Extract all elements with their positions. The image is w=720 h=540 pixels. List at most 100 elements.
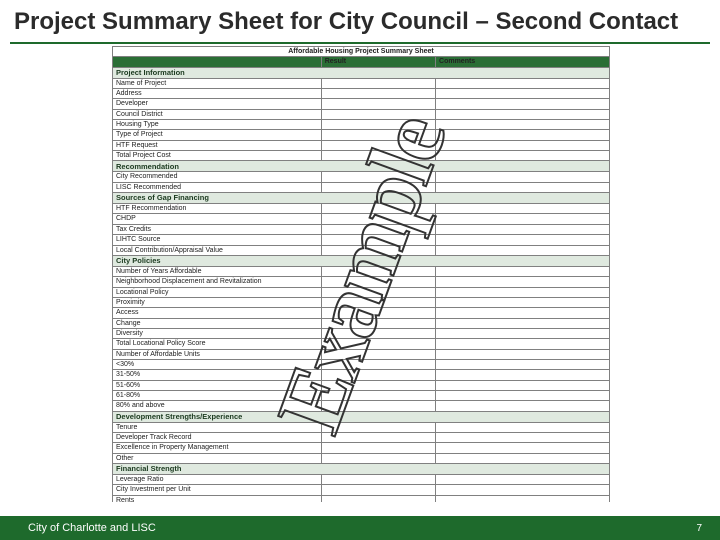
row-result bbox=[321, 328, 435, 338]
row-label: 51-60% bbox=[113, 380, 322, 390]
row-result bbox=[321, 120, 435, 130]
table-row: Locational Policy bbox=[113, 287, 610, 297]
summary-sheet-table: Affordable Housing Project Summary Sheet… bbox=[112, 46, 610, 502]
row-comment bbox=[436, 380, 610, 390]
row-comment bbox=[436, 287, 610, 297]
row-result bbox=[321, 297, 435, 307]
doc-title-row: Affordable Housing Project Summary Sheet bbox=[113, 47, 610, 57]
row-result bbox=[321, 475, 435, 485]
row-label: 61-80% bbox=[113, 390, 322, 400]
row-result bbox=[321, 308, 435, 318]
footer-left: City of Charlotte and LISC bbox=[28, 522, 156, 534]
row-label: Total Locational Policy Score bbox=[113, 339, 322, 349]
row-label: Neighborhood Displacement and Revitaliza… bbox=[113, 277, 322, 287]
row-comment bbox=[436, 130, 610, 140]
row-result bbox=[321, 339, 435, 349]
row-comment bbox=[436, 328, 610, 338]
row-label: HTF Request bbox=[113, 140, 322, 150]
section-row: Project Information bbox=[113, 67, 610, 78]
row-label: Name of Project bbox=[113, 78, 322, 88]
row-label: LISC Recommended bbox=[113, 182, 322, 192]
row-label: Developer bbox=[113, 99, 322, 109]
table-row: Change bbox=[113, 318, 610, 328]
row-comment bbox=[436, 495, 610, 502]
row-label: CHDP bbox=[113, 214, 322, 224]
table-row: Excellence in Property Management bbox=[113, 443, 610, 453]
slide-title: Project Summary Sheet for City Council –… bbox=[0, 0, 720, 42]
row-result bbox=[321, 182, 435, 192]
row-label: City Investment per Unit bbox=[113, 485, 322, 495]
table-row: Developer bbox=[113, 99, 610, 109]
section-header: Project Information bbox=[113, 67, 610, 78]
section-header: City Policies bbox=[113, 255, 610, 266]
table-row: <30% bbox=[113, 359, 610, 369]
row-result bbox=[321, 214, 435, 224]
row-result bbox=[321, 287, 435, 297]
row-comment bbox=[436, 433, 610, 443]
table-row: Diversity bbox=[113, 328, 610, 338]
column-header-row: ResultComments bbox=[113, 57, 610, 67]
table-row: Type of Project bbox=[113, 130, 610, 140]
row-label: Diversity bbox=[113, 328, 322, 338]
table-row: Number of Years Affordable bbox=[113, 266, 610, 276]
row-label: Proximity bbox=[113, 297, 322, 307]
table-row: Leverage Ratio bbox=[113, 475, 610, 485]
row-label: LIHTC Source bbox=[113, 235, 322, 245]
table-row: LIHTC Source bbox=[113, 235, 610, 245]
row-comment bbox=[436, 370, 610, 380]
row-label: Council District bbox=[113, 109, 322, 119]
row-comment bbox=[436, 245, 610, 255]
table-row: Access bbox=[113, 308, 610, 318]
row-comment bbox=[436, 349, 610, 359]
row-result bbox=[321, 349, 435, 359]
row-result bbox=[321, 495, 435, 502]
row-comment bbox=[436, 390, 610, 400]
row-label: Number of Affordable Units bbox=[113, 349, 322, 359]
row-result bbox=[321, 99, 435, 109]
table-row: Tenure bbox=[113, 422, 610, 432]
table-row: Other bbox=[113, 453, 610, 463]
row-result bbox=[321, 235, 435, 245]
table-row: Name of Project bbox=[113, 78, 610, 88]
row-label: 80% and above bbox=[113, 401, 322, 411]
row-label: Tax Credits bbox=[113, 224, 322, 234]
row-result bbox=[321, 380, 435, 390]
summary-sheet-container: Affordable Housing Project Summary Sheet… bbox=[112, 46, 610, 502]
table-row: Address bbox=[113, 89, 610, 99]
row-comment bbox=[436, 89, 610, 99]
table-row: CHDP bbox=[113, 214, 610, 224]
section-header: Development Strengths/Experience bbox=[113, 411, 610, 422]
row-result bbox=[321, 245, 435, 255]
row-result bbox=[321, 401, 435, 411]
row-label: 31-50% bbox=[113, 370, 322, 380]
row-label: Excellence in Property Management bbox=[113, 443, 322, 453]
row-comment bbox=[436, 266, 610, 276]
row-result bbox=[321, 370, 435, 380]
row-comment bbox=[436, 204, 610, 214]
row-label: City Recommended bbox=[113, 172, 322, 182]
table-row: Housing Type bbox=[113, 120, 610, 130]
row-label: HTF Recommendation bbox=[113, 204, 322, 214]
table-row: Tax Credits bbox=[113, 224, 610, 234]
table-row: HTF Recommendation bbox=[113, 204, 610, 214]
table-row: 61-80% bbox=[113, 390, 610, 400]
row-comment bbox=[436, 151, 610, 161]
row-result bbox=[321, 224, 435, 234]
row-label: Rents bbox=[113, 495, 322, 502]
table-row: 31-50% bbox=[113, 370, 610, 380]
table-row: Council District bbox=[113, 109, 610, 119]
table-row: LISC Recommended bbox=[113, 182, 610, 192]
row-result bbox=[321, 390, 435, 400]
table-row: Total Locational Policy Score bbox=[113, 339, 610, 349]
row-result bbox=[321, 78, 435, 88]
section-header: Financial Strength bbox=[113, 464, 610, 475]
section-header: Recommendation bbox=[113, 161, 610, 172]
row-comment bbox=[436, 443, 610, 453]
row-label: Tenure bbox=[113, 422, 322, 432]
row-label: Address bbox=[113, 89, 322, 99]
title-underline bbox=[10, 42, 710, 44]
table-row: Number of Affordable Units bbox=[113, 349, 610, 359]
row-label: Local Contribution/Appraisal Value bbox=[113, 245, 322, 255]
row-label: Type of Project bbox=[113, 130, 322, 140]
table-row: Neighborhood Displacement and Revitaliza… bbox=[113, 277, 610, 287]
